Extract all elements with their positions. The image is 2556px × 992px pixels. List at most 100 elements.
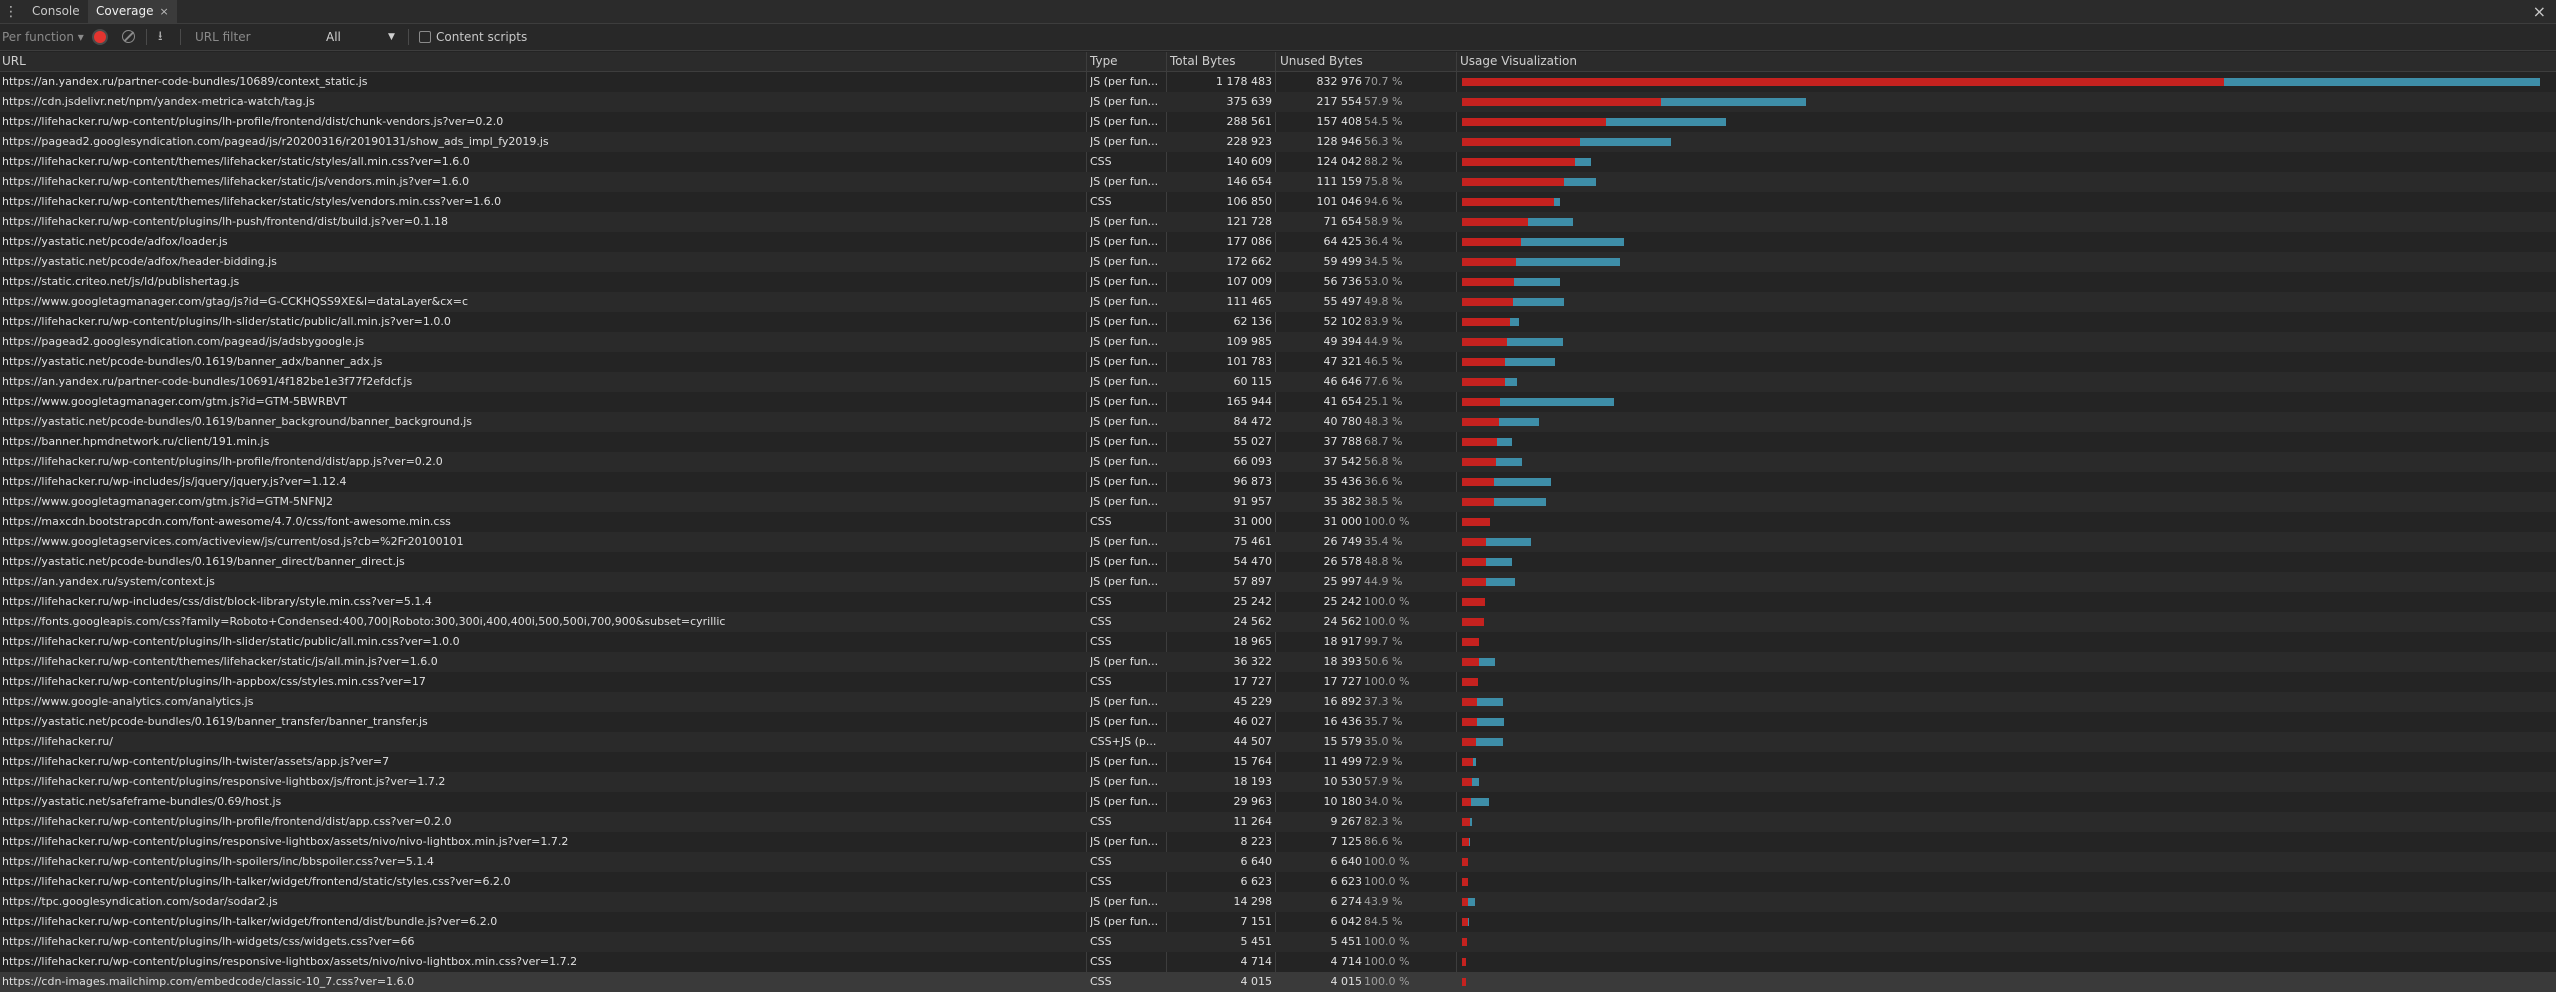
table-row[interactable]: https://lifehacker.ru/wp-content/themes/…: [0, 192, 2556, 212]
unused-bytes-bar: [1462, 818, 1470, 826]
table-row[interactable]: https://lifehacker.ru/wp-content/plugins…: [0, 112, 2556, 132]
row-url: https://www.googletagmanager.com/gtm.js?…: [2, 492, 1086, 512]
column-header-total-bytes[interactable]: Total Bytes: [1168, 52, 1236, 71]
used-bytes-bar: [1479, 658, 1495, 666]
column-header-type[interactable]: Type: [1088, 52, 1118, 71]
table-row[interactable]: https://lifehacker.ru/wp-content/themes/…: [0, 172, 2556, 192]
table-row[interactable]: https://lifehacker.ru/wp-content/themes/…: [0, 152, 2556, 172]
table-row[interactable]: https://lifehacker.ru/wp-includes/css/di…: [0, 592, 2556, 612]
row-url: https://lifehacker.ru/wp-content/plugins…: [2, 912, 1086, 932]
unused-bytes-bar: [1462, 458, 1496, 466]
drawer-tabbar: ⋮ Console Coverage× ×: [0, 0, 2556, 24]
row-type: JS (per fun...: [1090, 72, 1162, 92]
row-total-bytes: 75 461: [1170, 532, 1272, 552]
usage-bar: [1462, 98, 1806, 106]
table-row[interactable]: https://tpc.googlesyndication.com/sodar/…: [0, 892, 2556, 912]
clear-icon[interactable]: [122, 30, 135, 43]
table-row[interactable]: https://lifehacker.ru/wp-content/plugins…: [0, 772, 2556, 792]
table-row[interactable]: https://yastatic.net/safeframe-bundles/0…: [0, 792, 2556, 812]
used-bytes-bar: [1477, 698, 1503, 706]
row-type: CSS: [1090, 672, 1162, 692]
table-row[interactable]: https://lifehacker.ru/wp-content/plugins…: [0, 812, 2556, 832]
close-drawer-icon[interactable]: ×: [2533, 2, 2546, 22]
row-total-bytes: 6 640: [1170, 852, 1272, 872]
table-row[interactable]: https://lifehacker.ru/CSS+JS (p...44 507…: [0, 732, 2556, 752]
table-row[interactable]: https://lifehacker.ru/wp-content/plugins…: [0, 952, 2556, 972]
toolbar-divider: [180, 29, 181, 45]
row-type: JS (per fun...: [1090, 292, 1162, 312]
unused-bytes-bar: [1462, 698, 1477, 706]
usage-bar: [1462, 638, 1479, 646]
column-header-unused-bytes[interactable]: Unused Bytes: [1278, 52, 1363, 71]
table-row[interactable]: https://yastatic.net/pcode/adfox/loader.…: [0, 232, 2556, 252]
table-row[interactable]: https://pagead2.googlesyndication.com/pa…: [0, 332, 2556, 352]
usage-bar: [1462, 918, 1469, 926]
content-scripts-checkbox[interactable]: [419, 31, 431, 43]
row-url: https://lifehacker.ru/wp-content/plugins…: [2, 752, 1086, 772]
column-header-url[interactable]: URL: [0, 52, 26, 71]
table-row[interactable]: https://lifehacker.ru/wp-content/plugins…: [0, 872, 2556, 892]
table-row[interactable]: https://lifehacker.ru/wp-content/plugins…: [0, 752, 2556, 772]
usage-bar: [1462, 538, 1531, 546]
row-total-bytes: 55 027: [1170, 432, 1272, 452]
table-row[interactable]: https://yastatic.net/pcode-bundles/0.161…: [0, 412, 2556, 432]
usage-bar: [1462, 138, 1671, 146]
more-tools-icon[interactable]: ⋮: [4, 2, 16, 22]
table-row[interactable]: https://www.googletagmanager.com/gtm.js?…: [0, 492, 2556, 512]
table-row[interactable]: https://lifehacker.ru/wp-content/plugins…: [0, 632, 2556, 652]
type-filter-select[interactable]: All: [326, 24, 341, 50]
column-header-usage-visualization[interactable]: Usage Visualization: [1458, 52, 1577, 71]
table-row[interactable]: https://an.yandex.ru/partner-code-bundle…: [0, 372, 2556, 392]
url-filter-input[interactable]: URL filter: [190, 27, 319, 47]
export-icon[interactable]: ⭳: [158, 24, 163, 50]
table-row[interactable]: https://yastatic.net/pcode/adfox/header-…: [0, 252, 2556, 272]
row-unused-bytes: 10 180: [1276, 792, 1362, 812]
table-row[interactable]: https://yastatic.net/pcode-bundles/0.161…: [0, 552, 2556, 572]
table-row[interactable]: https://www.google-analytics.com/analyti…: [0, 692, 2556, 712]
row-type: JS (per fun...: [1090, 92, 1162, 112]
table-row[interactable]: https://www.googletagmanager.com/gtag/js…: [0, 292, 2556, 312]
table-row[interactable]: https://lifehacker.ru/wp-content/plugins…: [0, 912, 2556, 932]
table-row[interactable]: https://yastatic.net/pcode-bundles/0.161…: [0, 712, 2556, 732]
table-row[interactable]: https://lifehacker.ru/wp-content/plugins…: [0, 212, 2556, 232]
tab-console[interactable]: Console: [24, 0, 88, 23]
table-row[interactable]: https://cdn-images.mailchimp.com/embedco…: [0, 972, 2556, 992]
row-unused-percent: 34.5 %: [1364, 252, 1452, 272]
table-row[interactable]: https://lifehacker.ru/wp-content/themes/…: [0, 652, 2556, 672]
row-type: JS (per fun...: [1090, 752, 1162, 772]
tab-console-label: Console: [32, 4, 80, 18]
table-row[interactable]: https://static.criteo.net/js/ld/publishe…: [0, 272, 2556, 292]
table-row[interactable]: https://yastatic.net/pcode-bundles/0.161…: [0, 352, 2556, 372]
table-row[interactable]: https://banner.hpmdnetwork.ru/client/191…: [0, 432, 2556, 452]
table-row[interactable]: https://fonts.googleapis.com/css?family=…: [0, 612, 2556, 632]
row-unused-percent: 34.0 %: [1364, 792, 1452, 812]
tab-coverage[interactable]: Coverage×: [88, 0, 177, 23]
table-row[interactable]: https://www.googletagmanager.com/gtm.js?…: [0, 392, 2556, 412]
table-row[interactable]: https://cdn.jsdelivr.net/npm/yandex-metr…: [0, 92, 2556, 112]
table-row[interactable]: https://lifehacker.ru/wp-includes/js/jqu…: [0, 472, 2556, 492]
row-unused-bytes: 25 997: [1276, 572, 1362, 592]
row-unused-percent: 77.6 %: [1364, 372, 1452, 392]
table-row[interactable]: https://lifehacker.ru/wp-content/plugins…: [0, 932, 2556, 952]
table-row[interactable]: https://lifehacker.ru/wp-content/plugins…: [0, 852, 2556, 872]
row-url: https://cdn.jsdelivr.net/npm/yandex-metr…: [2, 92, 1086, 112]
row-unused-percent: 57.9 %: [1364, 92, 1452, 112]
close-tab-icon[interactable]: ×: [160, 5, 169, 18]
row-url: https://lifehacker.ru/wp-content/themes/…: [2, 152, 1086, 172]
table-row[interactable]: https://lifehacker.ru/wp-content/plugins…: [0, 672, 2556, 692]
table-row[interactable]: https://lifehacker.ru/wp-content/plugins…: [0, 312, 2556, 332]
table-row[interactable]: https://www.googletagservices.com/active…: [0, 532, 2556, 552]
row-type: JS (per fun...: [1090, 312, 1162, 332]
table-row[interactable]: https://lifehacker.ru/wp-content/plugins…: [0, 452, 2556, 472]
table-row[interactable]: https://maxcdn.bootstrapcdn.com/font-awe…: [0, 512, 2556, 532]
record-icon[interactable]: [94, 31, 106, 43]
table-row[interactable]: https://lifehacker.ru/wp-content/plugins…: [0, 832, 2556, 852]
row-unused-bytes: 6 042: [1276, 912, 1362, 932]
row-unused-bytes: 124 042: [1276, 152, 1362, 172]
unused-bytes-bar: [1462, 938, 1467, 946]
coverage-mode-select[interactable]: Per function ▾: [2, 24, 84, 50]
usage-bar: [1462, 798, 1489, 806]
table-row[interactable]: https://pagead2.googlesyndication.com/pa…: [0, 132, 2556, 152]
table-row[interactable]: https://an.yandex.ru/partner-code-bundle…: [0, 72, 2556, 92]
